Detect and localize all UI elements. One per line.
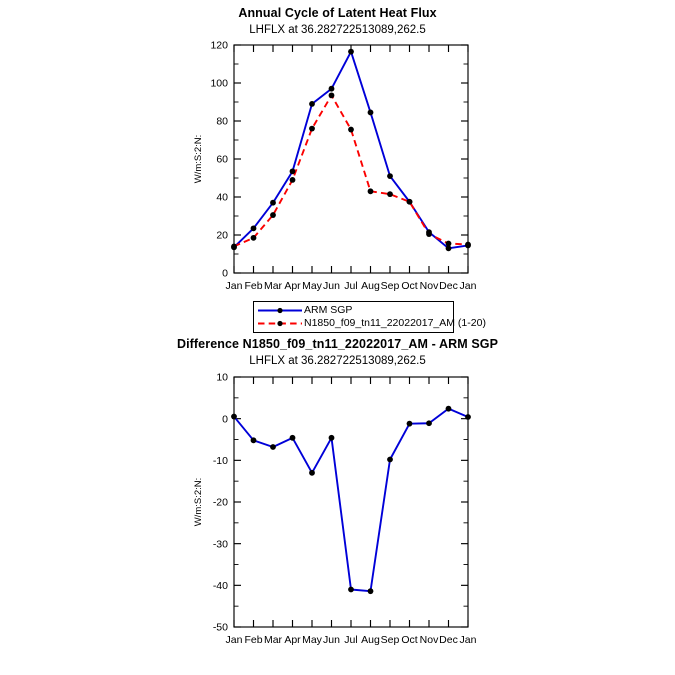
data-point [250, 234, 257, 241]
x-tick-label: Jun [323, 280, 340, 292]
top-chart-legend: ARM SGP N1850_f09_tn11_22022017_AM (1-20… [253, 301, 486, 333]
y-tick-label: 100 [210, 78, 228, 90]
legend-item-arm-sgp: ARM SGP [257, 304, 450, 317]
data-point [367, 109, 374, 116]
x-tick-label: Nov [420, 280, 439, 292]
data-point [367, 188, 374, 195]
x-tick-label: Feb [244, 634, 262, 646]
y-tick-label: -20 [213, 497, 228, 509]
y-tick-label: 10 [216, 372, 228, 384]
x-tick-label: Jan [226, 280, 243, 292]
data-point [289, 434, 296, 441]
x-tick-label: Mar [264, 634, 283, 646]
data-point [445, 240, 452, 247]
x-tick-label: May [302, 280, 323, 292]
y-tick-label: 0 [222, 268, 228, 280]
y-tick-label: -30 [213, 538, 228, 550]
data-point [426, 420, 432, 427]
top-chart-panel: Annual Cycle of Latent Heat Flux LHFLX a… [0, 0, 675, 335]
data-point [348, 48, 354, 55]
data-point [250, 437, 257, 444]
top-chart-title: Annual Cycle of Latent Heat Flux [238, 6, 437, 20]
data-point [231, 413, 237, 420]
x-tick-label: Feb [244, 280, 262, 292]
data-point [270, 199, 276, 206]
data-point [445, 405, 452, 412]
x-tick-label: Aug [361, 634, 380, 646]
x-tick-label: Jan [460, 280, 477, 292]
bottom-chart-panel: Difference N1850_f09_tn11_22022017_AM - … [0, 335, 675, 675]
data-point [445, 245, 452, 252]
data-point [309, 469, 315, 476]
data-point [465, 414, 471, 420]
data-point [387, 191, 393, 198]
y-tick-label: 40 [216, 192, 228, 204]
x-tick-label: Nov [420, 634, 439, 646]
data-point [328, 434, 335, 441]
x-tick-label: Jan [460, 634, 477, 646]
data-point [387, 173, 393, 180]
y-tick-label: 0 [222, 413, 228, 425]
data-point [309, 101, 315, 107]
data-point [348, 586, 354, 593]
data-point [328, 92, 335, 99]
y-tick-label: -10 [213, 455, 228, 467]
y-axis-title: W/m:S:2:N: [193, 135, 204, 184]
y-axis-title: W/m:S:2:N: [193, 478, 204, 527]
x-tick-label: Jan [226, 634, 243, 646]
bottom-chart-subtitle: LHFLX at 36.282722513089,262.5 [249, 355, 426, 367]
x-tick-label: Sep [381, 280, 400, 292]
x-tick-label: Jul [344, 280, 357, 292]
x-tick-label: Aug [361, 280, 380, 292]
data-point [406, 420, 413, 427]
y-tick-label: -40 [213, 580, 228, 592]
data-point [465, 241, 471, 248]
x-tick-label: Oct [401, 634, 417, 646]
data-point [387, 456, 393, 463]
plot-frame [233, 44, 469, 274]
legend-label-arm-sgp: ARM SGP [304, 304, 353, 316]
legend-sample-dashed-red [258, 320, 302, 327]
data-point [270, 444, 276, 450]
x-tick-label: Jul [344, 634, 357, 646]
y-tick-label: 120 [210, 40, 228, 52]
data-point [289, 177, 296, 183]
data-point [426, 231, 432, 237]
data-point [270, 212, 276, 218]
data-point [289, 168, 296, 175]
legend-sample-solid-blue [258, 307, 302, 314]
data-point [309, 125, 315, 132]
x-tick-label: Apr [284, 634, 301, 646]
bottom-chart-title: Difference N1850_f09_tn11_22022017_AM - … [176, 337, 499, 351]
series-line-0 [233, 407, 469, 593]
data-point [231, 243, 237, 250]
y-tick-label: -50 [213, 622, 228, 634]
top-chart-subtitle: LHFLX at 36.282722513089,262.5 [249, 24, 426, 36]
data-point [406, 198, 413, 205]
x-tick-label: Oct [401, 280, 417, 292]
legend-item-model: N1850_f09_tn11_22022017_AM (1-20) [257, 317, 486, 330]
x-tick-label: Dec [439, 280, 458, 292]
data-point [367, 588, 374, 595]
y-tick-label: 80 [216, 116, 228, 128]
legend-label-model: N1850_f09_tn11_22022017_AM (1-20) [304, 317, 486, 329]
x-tick-label: Sep [381, 634, 400, 646]
y-tick-label: 20 [216, 230, 228, 242]
series-line-1 [233, 94, 469, 248]
x-tick-label: Dec [439, 634, 458, 646]
y-tick-label: 60 [216, 154, 228, 166]
data-point [250, 225, 257, 232]
data-point [328, 85, 335, 92]
x-tick-label: May [302, 634, 323, 646]
x-tick-label: Jun [323, 634, 340, 646]
x-tick-label: Mar [264, 280, 283, 292]
x-tick-label: Apr [284, 280, 301, 292]
data-point [348, 126, 354, 133]
